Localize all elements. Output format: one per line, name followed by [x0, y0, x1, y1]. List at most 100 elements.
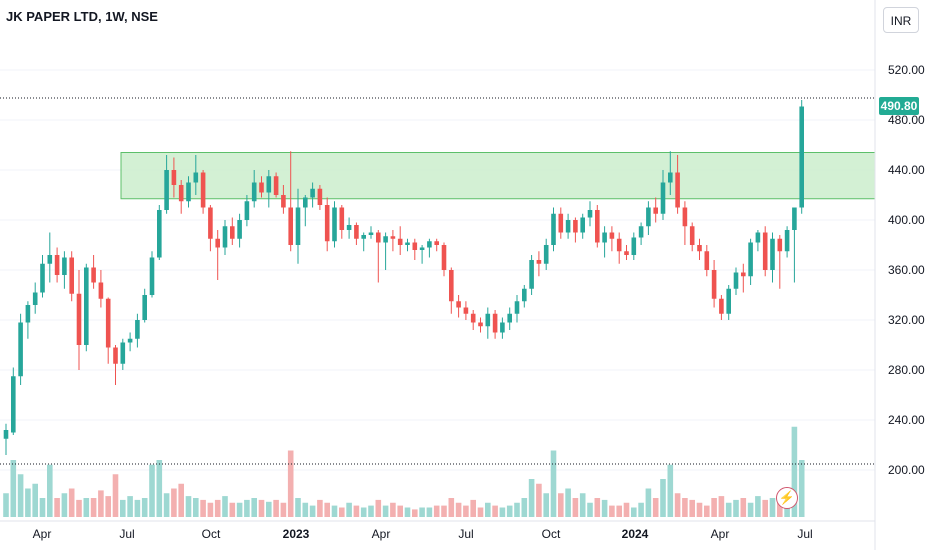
volume-bar	[258, 499, 265, 517]
candle-body	[273, 176, 279, 195]
candle-body	[514, 301, 520, 314]
volume-bar	[302, 502, 309, 517]
candle-body	[573, 220, 578, 233]
candle-body	[616, 238, 622, 252]
volume-bar	[579, 493, 586, 517]
candle-body	[660, 182, 666, 214]
volume-bar	[587, 502, 593, 517]
candle-body	[529, 260, 534, 289]
volume-bar	[645, 488, 652, 517]
volume-bar	[631, 507, 637, 517]
candle-body	[142, 295, 147, 320]
candle-body	[441, 245, 447, 270]
volume-bar	[404, 507, 411, 517]
volume-bar	[704, 505, 710, 517]
candle-body	[383, 236, 388, 243]
candle-body	[324, 205, 330, 242]
candle-body	[653, 207, 658, 214]
candle-body	[565, 220, 571, 233]
volume-bar	[17, 474, 24, 517]
candle-body	[799, 106, 804, 208]
volume-bar	[638, 502, 644, 517]
volume-bar	[236, 502, 243, 517]
volume-bars	[3, 426, 805, 517]
candle-body	[580, 217, 585, 233]
time-tick-label: Apr	[33, 527, 52, 541]
volume-bar	[353, 505, 360, 517]
candle-body	[682, 207, 688, 227]
candle-body	[478, 322, 483, 327]
candle-body	[91, 267, 96, 283]
volume-bar	[163, 493, 170, 517]
candle-body	[339, 207, 345, 230]
candle-body	[500, 322, 505, 333]
volume-bar	[777, 502, 783, 517]
candle-body	[149, 257, 155, 295]
candle-body	[288, 207, 293, 245]
volume-bar	[120, 499, 126, 517]
volume-bar	[134, 499, 141, 517]
volume-bar	[616, 505, 622, 517]
candle-body	[376, 232, 381, 243]
time-tick-label: 2024	[622, 527, 649, 541]
volume-bar	[674, 493, 681, 517]
volume-bar	[506, 505, 513, 517]
candle-body	[587, 210, 593, 218]
candle-body	[697, 245, 702, 252]
candle-body	[54, 255, 60, 275]
volume-bar	[149, 464, 155, 517]
volume-bar	[331, 505, 338, 517]
candle-body	[397, 238, 403, 245]
candle-body	[266, 176, 272, 193]
candle-body	[726, 288, 731, 314]
candle-body	[536, 260, 542, 264]
volume-bar	[594, 498, 601, 517]
volume-bar	[244, 499, 250, 517]
time-tick-label: Jul	[119, 527, 134, 541]
candle-body	[558, 213, 564, 233]
volume-bar	[25, 488, 31, 517]
volume-bar	[346, 502, 352, 517]
candle-body	[346, 225, 352, 230]
candle-body	[704, 251, 710, 270]
price-axis-labels: 520.00 480.00 440.00 400.00 360.00 320.00 280.…	[888, 63, 925, 477]
candle-body	[762, 232, 768, 270]
candle-body	[368, 232, 374, 235]
price-tick-label: 280.00	[888, 363, 925, 377]
candle-body	[405, 242, 410, 245]
candle-body	[32, 292, 38, 305]
volume-bar	[543, 493, 549, 517]
candle-body	[784, 230, 790, 252]
volume-bar	[287, 450, 294, 517]
volume-bar	[324, 502, 330, 517]
volume-bar	[652, 498, 659, 517]
candle-body	[222, 226, 228, 248]
candle-body	[98, 282, 104, 299]
candle-body	[602, 232, 607, 243]
lightning-alert-icon[interactable]: ⚡	[776, 487, 798, 509]
volume-bar	[528, 479, 535, 517]
price-tick-label: 480.00	[888, 113, 925, 127]
candle-body	[777, 238, 783, 252]
candle-body	[675, 172, 680, 208]
candle-body	[164, 170, 169, 210]
candle-body	[62, 257, 67, 275]
candle-body	[40, 263, 45, 293]
volume-bar	[317, 499, 323, 517]
volume-bar	[390, 502, 396, 517]
candle-body	[492, 313, 498, 333]
volume-bar	[98, 490, 104, 517]
candle-body	[390, 236, 396, 239]
volume-bar	[412, 509, 418, 517]
currency-button[interactable]: INR	[883, 7, 919, 33]
volume-bar	[609, 505, 615, 517]
volume-bar	[83, 498, 90, 517]
price-tick-label: 400.00	[888, 213, 925, 227]
candle-body	[719, 298, 724, 314]
candle-body	[755, 232, 761, 243]
candle-body	[624, 251, 629, 255]
last-price-tag: 490.80	[879, 97, 919, 115]
price-tick-label: 200.00	[888, 463, 925, 477]
candle-body	[178, 185, 184, 202]
